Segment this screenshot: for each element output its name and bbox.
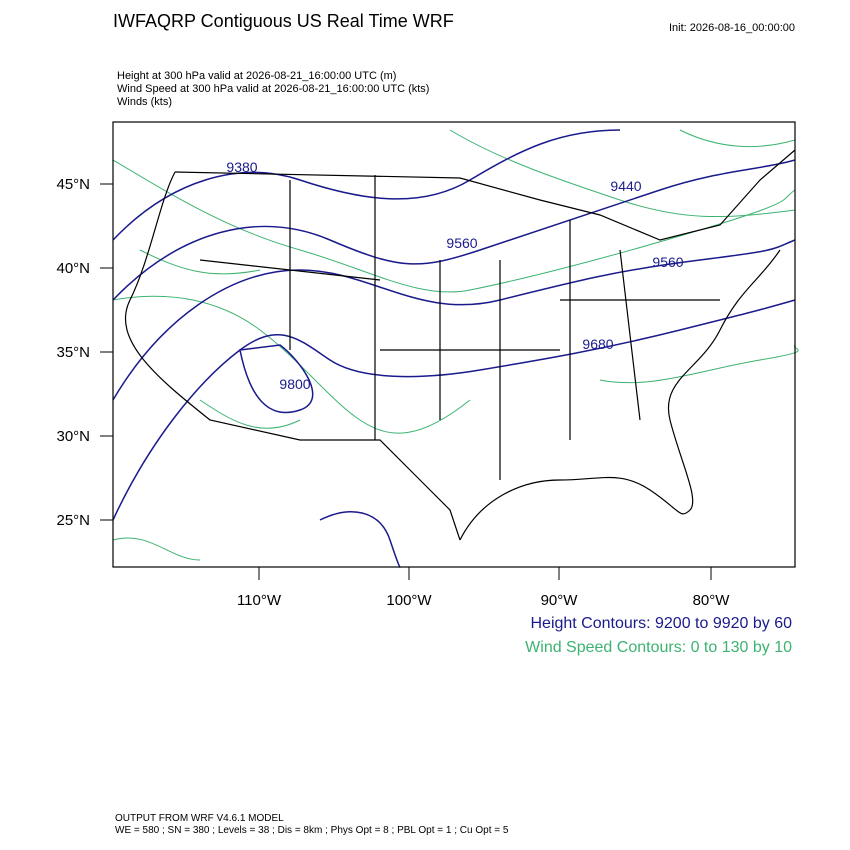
contour-label: 9560	[446, 235, 477, 251]
footer-line: WE = 580 ; SN = 380 ; Levels = 38 ; Dis …	[115, 825, 509, 836]
contour-label: 9800	[279, 376, 310, 392]
init-time: Init: 2026-08-16_00:00:00	[669, 22, 795, 34]
lat-ticks	[100, 183, 712, 580]
legend-wind: Wind Speed Contours: 0 to 130 by 10	[525, 639, 792, 656]
lat-label: 25°N	[56, 512, 90, 529]
contour-label: 9440	[610, 178, 641, 194]
borders	[124, 149, 796, 541]
contour-label: 9560	[652, 254, 683, 270]
title: IWFAQRP Contiguous US Real Time WRF	[113, 11, 454, 31]
map: 9380 9440 9560 9560 9680 9800	[112, 121, 799, 568]
height-contours	[112, 129, 796, 568]
lon-label: 80°W	[693, 592, 731, 609]
lon-label: 90°W	[541, 592, 579, 609]
wind-contours	[112, 129, 799, 561]
lat-label: 35°N	[56, 344, 90, 361]
lat-label: 30°N	[56, 428, 90, 445]
legend-height: Height Contours: 9200 to 9920 by 60	[530, 615, 792, 632]
map-frame	[112, 121, 796, 568]
contour-label: 9380	[226, 159, 257, 175]
field-label: Wind Speed at 300 hPa valid at 2026-08-2…	[117, 83, 429, 95]
map-background	[113, 122, 795, 567]
contour-label: 9680	[582, 336, 613, 352]
lat-label: 40°N	[56, 260, 90, 277]
lon-label: 110°W	[237, 592, 282, 609]
footer-line: OUTPUT FROM WRF V4.6.1 MODEL	[115, 813, 284, 824]
field-label: Winds (kts)	[117, 96, 172, 108]
field-label: Height at 300 hPa valid at 2026-08-21_16…	[117, 70, 396, 82]
lon-label: 100°W	[386, 592, 432, 609]
lat-label: 45°N	[56, 176, 90, 193]
